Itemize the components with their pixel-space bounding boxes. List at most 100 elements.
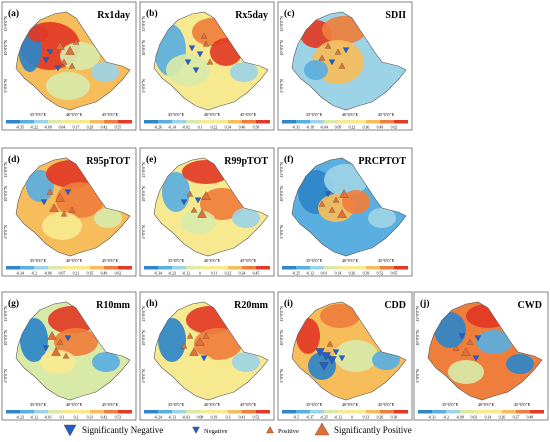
color-bar-tick-label: 0.58 (253, 126, 260, 130)
color-bar-tick-label: 0.31 (87, 416, 94, 420)
color-bar-swatch (366, 410, 380, 414)
lat-tick-label: 10°0'0"N (141, 40, 146, 56)
color-bar-tick-label: -0.26 (154, 126, 162, 130)
lon-tick-label: 45°0'0"E (102, 402, 119, 407)
color-bar: -0.23 -0.12 -0.01 0.1 0.2 0.31 0.42 0.53 (6, 410, 132, 420)
color-bar: -0.5 -0.37 -0.25 -0.12 0 0.13 0.26 0.38 (282, 410, 408, 420)
color-bar-swatch (104, 410, 118, 414)
small-triangle-up-icon (466, 338, 474, 345)
lon-tick-label: 45°0'0"E (378, 258, 395, 263)
color-bar-tick-label: 0.55 (115, 126, 122, 130)
small-triangle-up-icon (334, 48, 342, 55)
lat-tick-label: 10°0'0"N (141, 330, 146, 346)
large-triangle-down-icon (319, 362, 329, 371)
color-bar-swatch (394, 120, 408, 124)
color-bar-swatch (474, 410, 488, 414)
lon-tick-label: 45°0'0"E (102, 258, 119, 263)
color-bar-swatch (310, 410, 324, 414)
lat-tick-label: 10°0'0"N (415, 330, 420, 346)
color-bar-tick-label: 0 (199, 272, 201, 276)
color-bar-swatch (366, 266, 380, 270)
lat-tick-label: 5°0'0"N (279, 369, 284, 382)
small-triangle-up-icon (318, 200, 326, 207)
lon-tick-label: 35°0'0"E (168, 112, 185, 117)
panel-letter: (i) (284, 298, 293, 309)
large-triangle-up-icon (314, 422, 330, 436)
color-bar-swatch (172, 120, 186, 124)
color-bar-swatch (90, 410, 104, 414)
map-area (291, 301, 407, 401)
lat-tick-label: 15°0'0"N (415, 306, 420, 322)
panel-i: (i) CDD 15°0'0"N 10°0'0"N 5°0'0"N 35°0'0"E 40°… (277, 291, 413, 421)
large-triangle-up-icon (49, 203, 59, 212)
small-triangle-up-icon (60, 58, 68, 65)
lat-tick-label: 5°0'0"N (141, 79, 146, 92)
map-area (15, 301, 131, 401)
panel-title: Rx1day (97, 10, 130, 21)
color-bar: -0.31 -0.18 -0.04 0.09 0.22 0.36 0.49 0.62 (282, 120, 408, 130)
small-triangle-up-icon (206, 58, 214, 65)
trend-field (18, 20, 119, 100)
color-bar-swatch (48, 266, 62, 270)
color-bar-tick-label: 0.42 (101, 126, 108, 130)
trend-contour (200, 188, 244, 220)
trend-contour (166, 54, 210, 86)
trend-contour (20, 318, 48, 362)
panel-title: R95pTOT (86, 156, 130, 167)
lon-tick-label: 40°0'0"E (66, 402, 83, 407)
panel-letter: (c) (284, 8, 295, 19)
lat-tick-label: 5°0'0"N (279, 225, 284, 238)
trend-contour (91, 62, 119, 82)
lat-tick-label: 5°0'0"N (3, 79, 8, 92)
color-bar-tick-label: 0.46 (239, 126, 246, 130)
color-bar-tick-label: -0.25 (292, 272, 300, 276)
color-bar-tick-label: 0.07 (59, 272, 66, 276)
color-bar-swatch (144, 266, 158, 270)
color-bar-swatch (118, 410, 132, 414)
color-bar-swatch (104, 266, 118, 270)
small-triangle-down-icon (194, 197, 202, 204)
small-triangle-up-icon (60, 210, 68, 217)
lat-tick-label: 15°0'0"N (3, 162, 8, 178)
color-bar-tick-label: 0.26 (499, 416, 506, 420)
color-bar-swatch (446, 410, 460, 414)
color-bar-swatch (228, 266, 242, 270)
panel-title: PRCPTOT (358, 156, 406, 167)
lat-tick-label: 5°0'0"N (415, 369, 420, 382)
large-triangle-down-icon (63, 424, 77, 437)
color-bar-tick-label: 0.62 (391, 126, 398, 130)
color-bar-swatch (324, 410, 338, 414)
small-triangle-up-icon (332, 196, 340, 203)
lat-tick-label: 5°0'0"N (141, 369, 146, 382)
color-bar-swatch (502, 410, 516, 414)
small-triangle-down-icon (180, 199, 188, 206)
lon-tick-label: 45°0'0"E (102, 112, 119, 117)
color-bar-tick-label: -0.31 (428, 416, 436, 420)
color-bar-tick-label: 0.21 (73, 272, 80, 276)
color-bar-tick-label: -0.31 (292, 126, 300, 130)
color-bar-tick-label: -0.23 (168, 272, 176, 276)
color-bar-swatch (352, 120, 366, 124)
trend-contour (506, 354, 534, 374)
color-bar-swatch (118, 266, 132, 270)
color-bar-tick-label: -0.37 (306, 416, 314, 420)
trend-contour (476, 330, 512, 354)
color-bar-tick-label: -0.03 (182, 416, 190, 420)
small-triangle-down-icon (184, 59, 192, 66)
color-bar-swatch (62, 410, 76, 414)
large-triangle-up-icon (337, 209, 347, 218)
color-bar-tick-label: 0.01 (321, 272, 328, 276)
color-bar-swatch (516, 410, 530, 414)
color-bar-swatch (200, 266, 214, 270)
lon-tick-label: 35°0'0"E (30, 258, 47, 263)
lat-tick-label: 15°0'0"N (279, 162, 284, 178)
color-bar-swatch (172, 410, 186, 414)
color-bar-tick-label: 0.1 (198, 126, 203, 130)
lon-tick-label: 40°0'0"E (204, 258, 221, 263)
color-bar-swatch (186, 266, 200, 270)
color-bar-swatch (214, 120, 228, 124)
legend-label: Negative (204, 428, 228, 435)
color-bar-swatch (62, 120, 76, 124)
color-bar-tick-label: 0.29 (87, 126, 94, 130)
color-bar-tick-label: 0.37 (513, 416, 520, 420)
